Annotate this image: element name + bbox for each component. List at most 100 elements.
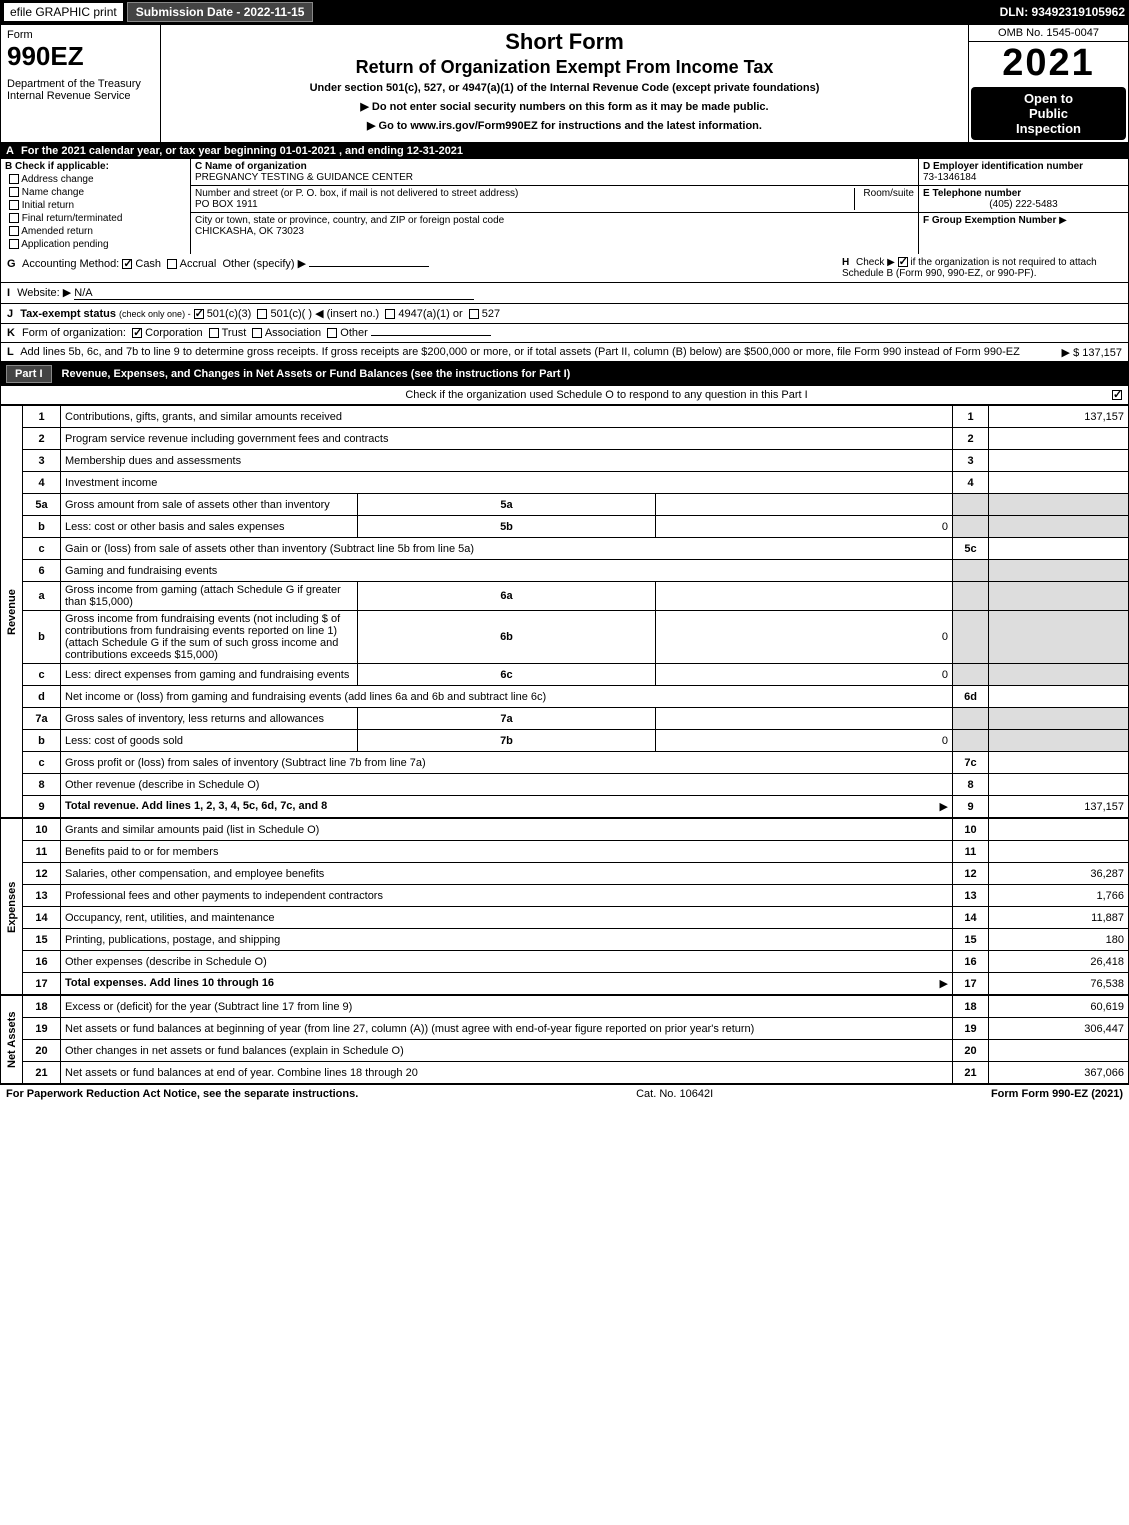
telephone-cell: E Telephone number (405) 222-5483 [919,186,1128,213]
other-org-checkbox[interactable] [327,328,337,338]
tax-year-range: For the 2021 calendar year, or tax year … [21,145,463,157]
line-desc: Program service revenue including govern… [61,428,953,450]
line-amount-shade [989,516,1129,538]
letter-i: I [7,287,10,299]
table-row: dNet income or (loss) from gaming and fu… [1,686,1129,708]
line-desc: Total revenue. Add lines 1, 2, 3, 4, 5c,… [61,796,953,818]
check-if-applicable: Check if applicable: [15,161,109,172]
table-row: 16Other expenses (describe in Schedule O… [1,951,1129,973]
opt-address-change[interactable]: Address change [9,174,186,185]
row-g: G Accounting Method: Cash Accrual Other … [7,257,429,270]
part-1-check-row: Check if the organization used Schedule … [0,386,1129,405]
opt-initial-return[interactable]: Initial return [9,200,186,211]
other-specify-line[interactable] [309,266,429,267]
line-number: 4 [23,472,61,494]
501c-checkbox[interactable] [257,309,267,319]
schedule-b-checkbox[interactable] [898,257,908,267]
other-org-line[interactable] [371,335,491,336]
line-number: 19 [23,1018,61,1040]
other-specify: Other (specify) ▶ [222,258,306,270]
group-exemption-arrow: ▶ [1059,215,1067,226]
line-amount [989,472,1129,494]
sub-line-amount [655,582,952,611]
line-ref: 16 [953,951,989,973]
table-row: 2Program service revenue including gover… [1,428,1129,450]
opt-final-return[interactable]: Final return/terminated [9,213,186,224]
line-ref: 4 [953,472,989,494]
sub-line-amount [655,708,952,730]
line-desc: Gross amount from sale of assets other t… [61,494,358,516]
corp-checkbox[interactable] [132,328,142,338]
opt-name-change[interactable]: Name change [9,187,186,198]
letter-h: H [842,257,849,268]
form-word: Form [7,29,154,41]
tax-exempt-label: Tax-exempt status [20,308,116,320]
line-number: 8 [23,774,61,796]
line-ref: 9 [953,796,989,818]
sub-line-number: 6a [358,582,655,611]
table-row: 7aGross sales of inventory, less returns… [1,708,1129,730]
line-amount: 60,619 [989,996,1129,1018]
table-row: bLess: cost of goods sold7b0 [1,730,1129,752]
form-org-label: Form of organization: [22,327,126,339]
trust-checkbox[interactable] [209,328,219,338]
line-amount-shade [989,494,1129,516]
go-to-link[interactable]: ▶ Go to www.irs.gov/Form990EZ for instru… [169,119,960,132]
paperwork-notice: For Paperwork Reduction Act Notice, see … [6,1088,358,1100]
line-amount: 137,157 [989,796,1129,818]
line-amount-shade [989,708,1129,730]
open-to-public: Open to Public Inspection [971,87,1126,140]
line-number: 12 [23,863,61,885]
tax-year: 2021 [969,42,1128,85]
line-number: d [23,686,61,708]
line-desc: Investment income [61,472,953,494]
line-ref-shade [953,582,989,611]
header-mid: Short Form Return of Organization Exempt… [161,25,968,142]
line-desc: Excess or (deficit) for the year (Subtra… [61,996,953,1018]
line-ref-shade [953,494,989,516]
sub-line-number: 6c [358,664,655,686]
501c3-checkbox[interactable] [194,309,204,319]
row-k: K Form of organization: Corporation Trus… [0,324,1129,343]
row-a: A For the 2021 calendar year, or tax yea… [0,143,1129,159]
table-row: Revenue1Contributions, gifts, grants, an… [1,406,1129,428]
schedule-o-checkbox[interactable] [1112,390,1122,400]
line-desc: Grants and similar amounts paid (list in… [61,819,953,841]
submission-date: Submission Date - 2022-11-15 [127,2,314,22]
line-desc: Salaries, other compensation, and employ… [61,863,953,885]
ein-label: D Employer identification number [923,161,1124,172]
line-ref-shade [953,664,989,686]
line-number: 11 [23,841,61,863]
4947-checkbox[interactable] [385,309,395,319]
gross-receipts-amount: ▶ $ 137,157 [1062,346,1122,359]
line-amount-shade [989,664,1129,686]
line-amount [989,450,1129,472]
line-ref: 12 [953,863,989,885]
opt-amended-return[interactable]: Amended return [9,226,186,237]
assoc-checkbox[interactable] [252,328,262,338]
line-desc: Gross income from gaming (attach Schedul… [61,582,358,611]
cash-checkbox[interactable] [122,259,132,269]
telephone-value: (405) 222-5483 [923,199,1124,210]
line-desc: Net assets or fund balances at end of ye… [61,1062,953,1084]
line-number: b [23,516,61,538]
line-desc: Printing, publications, postage, and shi… [61,929,953,951]
line-amount [989,774,1129,796]
line-ref: 7c [953,752,989,774]
line-ref: 17 [953,973,989,995]
efile-label: efile GRAPHIC print [4,3,123,21]
part-1-label: Part I [6,365,52,383]
table-row: 21Net assets or fund balances at end of … [1,1062,1129,1084]
opt-application-pending[interactable]: Application pending [9,239,186,250]
omb-number: OMB No. 1545-0047 [969,25,1128,42]
short-form-title: Short Form [169,29,960,55]
table-row: 19Net assets or fund balances at beginni… [1,1018,1129,1040]
line-number: 3 [23,450,61,472]
row-h: H Check ▶ if the organization is not req… [842,257,1122,279]
line-desc: Gross sales of inventory, less returns a… [61,708,358,730]
sub-line-number: 5a [358,494,655,516]
line-number: c [23,538,61,560]
527-checkbox[interactable] [469,309,479,319]
table-row: 8Other revenue (describe in Schedule O)8 [1,774,1129,796]
accrual-checkbox[interactable] [167,259,177,269]
